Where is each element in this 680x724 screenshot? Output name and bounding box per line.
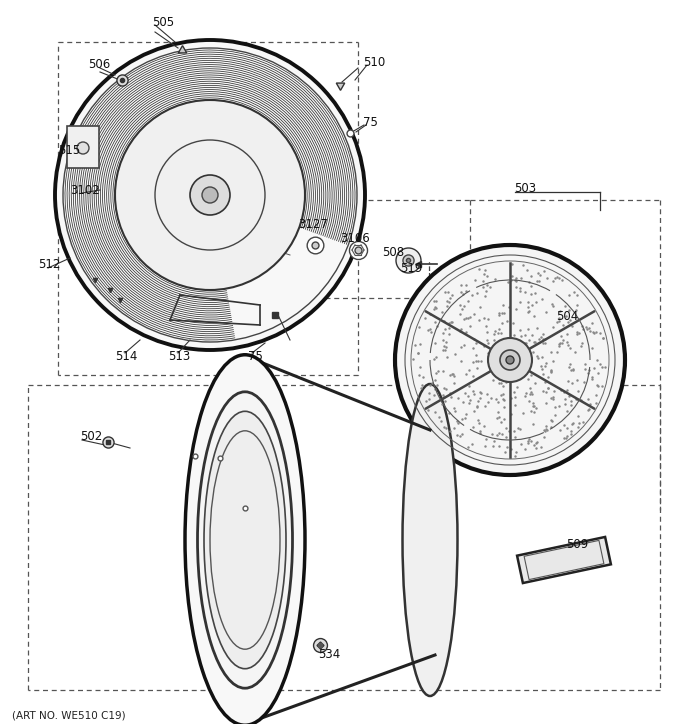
Text: 519: 519 — [400, 261, 422, 274]
Ellipse shape — [204, 411, 286, 669]
Text: 514: 514 — [115, 350, 137, 363]
Text: 508: 508 — [382, 245, 404, 258]
Circle shape — [190, 175, 230, 215]
Circle shape — [55, 40, 365, 350]
Text: 3127: 3127 — [298, 219, 328, 232]
Text: 504: 504 — [556, 309, 578, 322]
Text: 509: 509 — [566, 539, 588, 552]
Ellipse shape — [185, 355, 305, 724]
Circle shape — [500, 350, 520, 370]
Circle shape — [115, 100, 305, 290]
Text: 515: 515 — [58, 143, 80, 156]
Text: 534: 534 — [318, 649, 340, 662]
Polygon shape — [517, 537, 611, 583]
Circle shape — [202, 187, 218, 203]
Circle shape — [506, 356, 514, 364]
Text: 502: 502 — [80, 431, 102, 444]
Text: 503: 503 — [514, 182, 536, 195]
Text: 506: 506 — [88, 59, 110, 72]
Text: 512: 512 — [38, 258, 61, 272]
Text: 510: 510 — [363, 56, 386, 69]
Text: 505: 505 — [152, 15, 174, 28]
Circle shape — [488, 338, 532, 382]
Ellipse shape — [403, 384, 458, 696]
Text: 75: 75 — [248, 350, 263, 363]
Circle shape — [395, 245, 625, 475]
Text: 513: 513 — [168, 350, 190, 363]
Text: 3106: 3106 — [340, 232, 370, 245]
Text: 75: 75 — [363, 116, 378, 128]
Ellipse shape — [197, 392, 292, 689]
Ellipse shape — [210, 431, 280, 649]
Text: (ART NO. WE510 C19): (ART NO. WE510 C19) — [12, 711, 126, 721]
Circle shape — [77, 142, 89, 154]
Text: 3102: 3102 — [70, 183, 100, 196]
Bar — [67, 126, 99, 168]
